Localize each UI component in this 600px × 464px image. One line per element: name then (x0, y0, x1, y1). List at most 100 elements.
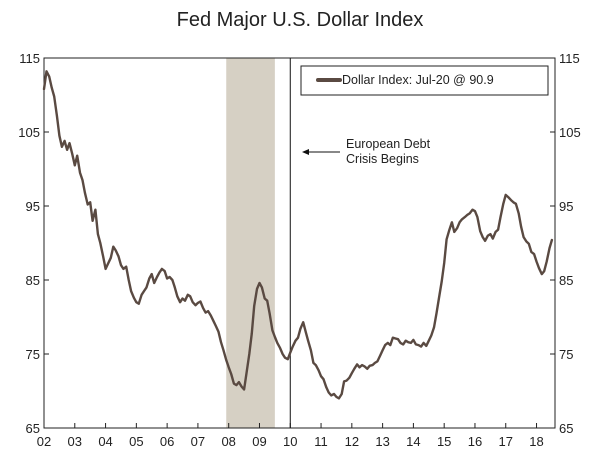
data-point (97, 233, 99, 235)
data-point (492, 237, 494, 240)
data-point (540, 273, 543, 275)
data-point (135, 301, 138, 304)
data-point (150, 273, 153, 275)
data-point (520, 225, 522, 228)
data-point (379, 354, 381, 357)
x-tick-label: 03 (68, 434, 82, 449)
data-point (458, 221, 461, 224)
data-point (127, 279, 130, 281)
recession-shading (226, 58, 275, 428)
y-tick-label-left: 115 (19, 51, 40, 66)
data-point (545, 260, 548, 263)
series-line-dollar-index (42, 70, 554, 400)
data-point (502, 202, 505, 205)
data-point (543, 270, 546, 272)
x-tick-label: 08 (221, 434, 235, 449)
data-point (50, 86, 53, 89)
data-point (58, 134, 61, 137)
data-point (515, 202, 517, 205)
data-point (530, 251, 533, 253)
data-point (394, 337, 397, 340)
data-point (235, 384, 238, 386)
data-point (68, 142, 71, 144)
data-point (310, 349, 312, 352)
data-point (114, 249, 117, 252)
x-tick-label: 02 (37, 434, 51, 449)
data-point (214, 325, 217, 327)
data-point (120, 264, 122, 267)
data-point (89, 201, 91, 204)
data-point (302, 321, 304, 323)
data-point (76, 154, 79, 157)
data-point (207, 310, 209, 312)
data-point (48, 75, 51, 78)
data-point (320, 375, 322, 378)
data-point (276, 342, 279, 344)
data-point (271, 329, 274, 332)
data-point (250, 332, 253, 335)
y-tick-label-left: 65 (26, 421, 40, 436)
data-point (45, 70, 48, 73)
data-point (163, 270, 166, 272)
data-point (191, 301, 194, 304)
data-point (225, 359, 228, 361)
data-point (258, 282, 261, 284)
data-point (199, 300, 202, 303)
data-point (210, 314, 212, 317)
data-point (256, 288, 258, 290)
data-point (297, 336, 299, 339)
data-point (335, 396, 338, 398)
x-tick-label: 05 (129, 434, 143, 449)
data-point (66, 148, 68, 151)
data-point (212, 319, 215, 322)
data-point (445, 238, 448, 241)
data-point (197, 302, 199, 304)
data-point (368, 365, 371, 367)
data-point (538, 267, 540, 269)
event-label-line1: European Debt (346, 137, 431, 151)
y-tick-label-right: 65 (559, 421, 573, 436)
data-point (489, 233, 492, 235)
data-point (179, 301, 181, 304)
data-point (512, 201, 515, 204)
data-point (243, 388, 245, 391)
x-tick-label: 18 (529, 434, 543, 449)
legend-label: Dollar Index: Jul-20 @ 90.9 (342, 73, 494, 87)
data-point (343, 380, 345, 383)
data-point (494, 231, 497, 233)
data-point (476, 216, 479, 218)
data-point (299, 328, 302, 330)
data-point (474, 210, 476, 212)
data-point (522, 236, 525, 238)
x-tick-label: 15 (437, 434, 451, 449)
data-point (171, 279, 174, 281)
data-point (217, 331, 220, 333)
data-point (551, 239, 553, 241)
y-tick-label-left: 95 (26, 199, 40, 214)
data-point (371, 364, 374, 366)
y-tick-label-left: 75 (26, 347, 40, 362)
data-point (156, 276, 158, 278)
y-tick-label-right: 115 (559, 51, 580, 66)
data-point (348, 376, 351, 379)
data-point (345, 379, 348, 382)
y-tick-label-left: 85 (26, 273, 40, 288)
x-tick-label: 06 (160, 434, 174, 449)
data-point (497, 228, 499, 231)
data-point (381, 349, 384, 352)
data-point (122, 268, 125, 270)
data-point (61, 146, 63, 148)
y-axis-right: 65 75 85 95 105 115 (550, 51, 581, 436)
plot-frame (43, 57, 556, 429)
data-point (528, 242, 530, 245)
data-point (315, 364, 317, 366)
data-point (81, 179, 84, 181)
data-point (189, 295, 192, 298)
data-point (186, 294, 189, 296)
data-point (410, 342, 412, 344)
x-tick-label: 17 (499, 434, 513, 449)
data-point (263, 297, 266, 300)
data-point (361, 364, 363, 366)
data-point (525, 240, 528, 243)
